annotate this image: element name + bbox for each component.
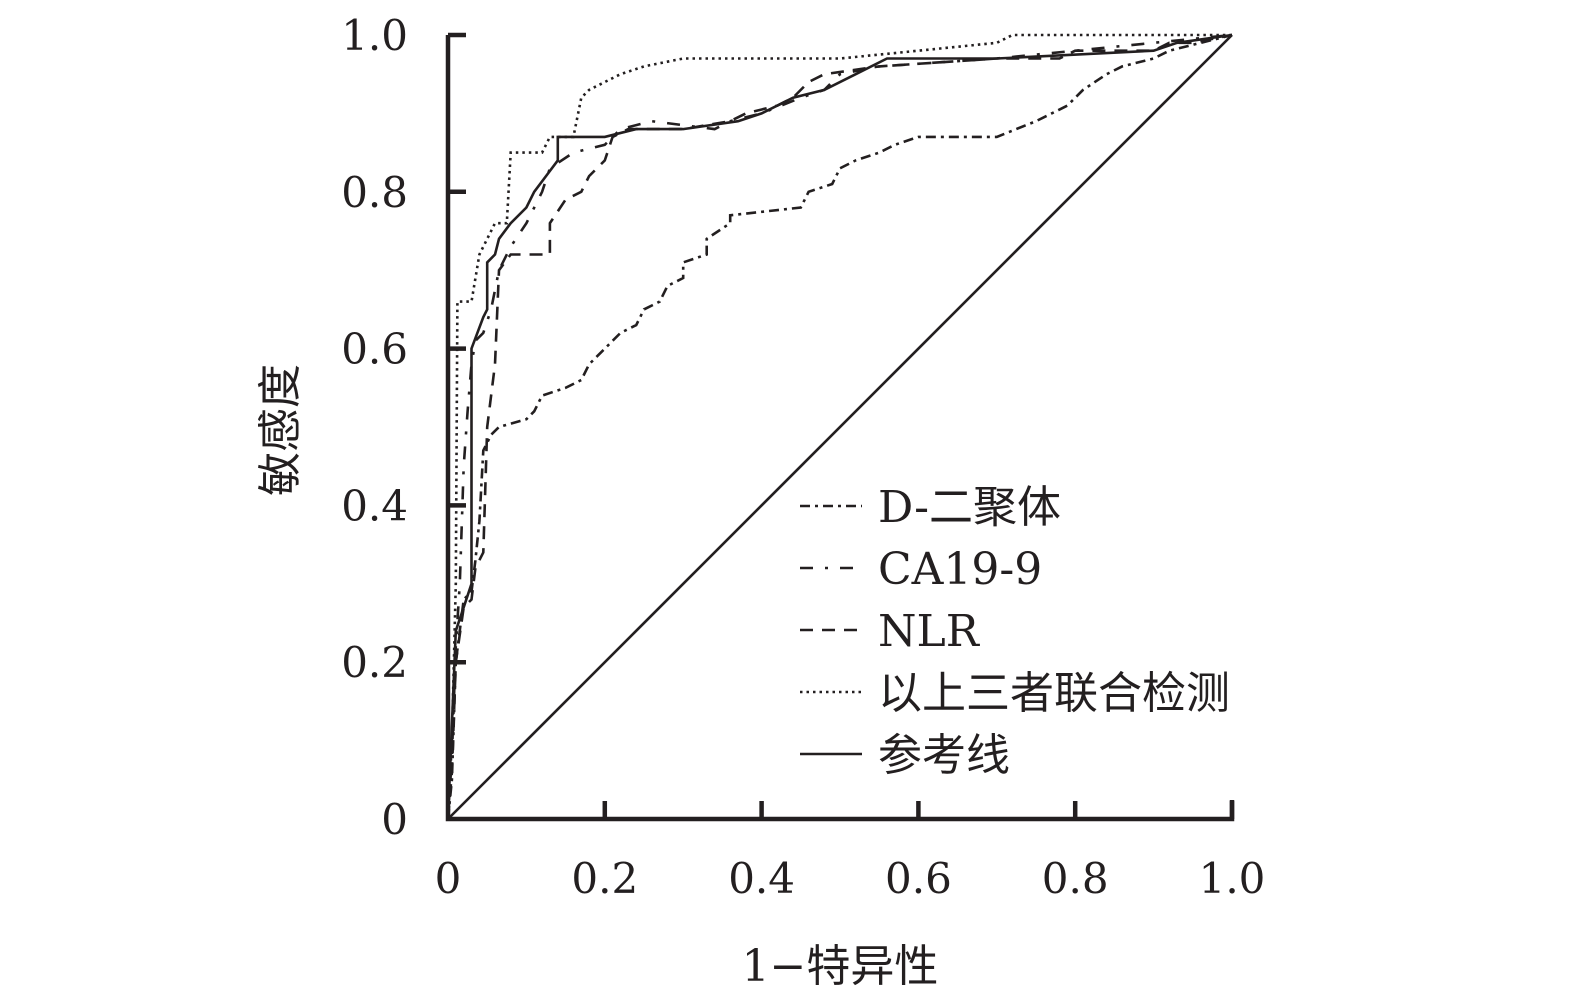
x-tick-label: 0.6	[885, 854, 952, 903]
y-axis-title: 敏感度	[255, 364, 306, 496]
legend-label-4: 参考线	[878, 730, 1010, 781]
series-line-4	[447, 34, 1233, 820]
y-tick-label: 0.6	[341, 325, 408, 374]
y-tick-label: 0.4	[341, 481, 408, 530]
y-tick-label: 1.0	[341, 11, 408, 60]
x-tick-label: 0.8	[1042, 854, 1109, 903]
curves-layer	[446, 33, 1233, 820]
y-tick-label: 0.2	[341, 638, 408, 687]
legend-label-1: CA19-9	[878, 544, 1042, 595]
x-tick-label: 0.2	[571, 854, 638, 903]
x-tick-label: 0	[435, 854, 462, 903]
series-line-5	[446, 33, 1233, 820]
x-tick-label: 1.0	[1199, 854, 1266, 903]
y-tick-label: 0	[381, 795, 408, 844]
x-axis-title: 1−特异性	[742, 941, 939, 992]
y-tick-label: 0.8	[341, 168, 408, 217]
series-line-1	[446, 33, 1233, 820]
legend-label-2: NLR	[878, 606, 981, 657]
legend-label-3: 以上三者联合检测	[878, 668, 1230, 719]
ticks-layer: 0 0.2 0.4 0.6 0.8 1.0 0 0.2 0.4 0.6 0.8 1.0	[341, 11, 1265, 903]
x-tick-label: 0.4	[728, 854, 795, 903]
series-line-0	[446, 33, 1233, 820]
legend-label-0: D-二聚体	[878, 482, 1061, 533]
